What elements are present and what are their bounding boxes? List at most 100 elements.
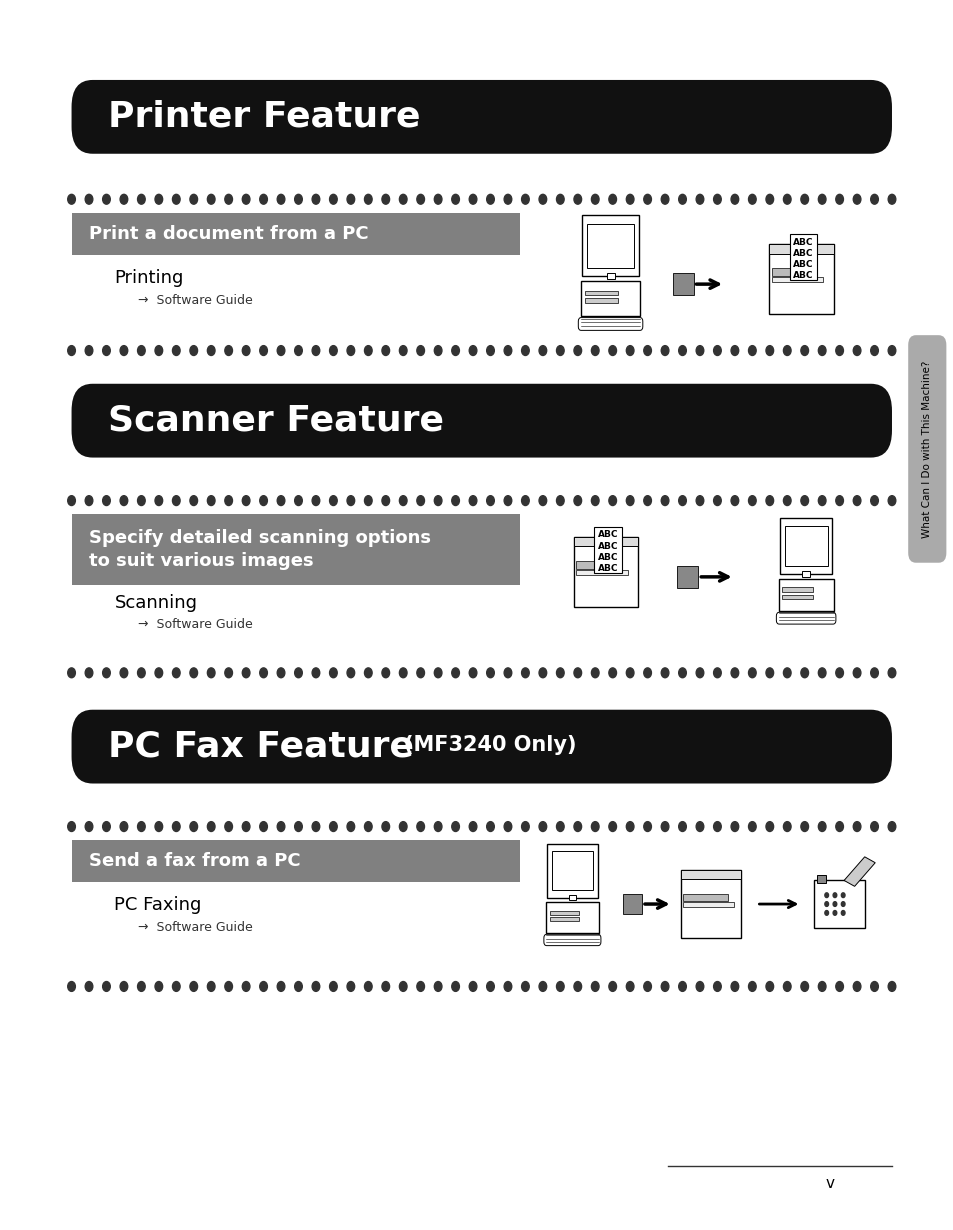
Circle shape [154, 194, 162, 204]
Circle shape [660, 668, 668, 678]
Circle shape [364, 668, 372, 678]
Circle shape [835, 194, 842, 204]
Circle shape [870, 982, 878, 991]
Circle shape [294, 982, 302, 991]
Circle shape [713, 668, 720, 678]
Circle shape [832, 893, 836, 898]
Circle shape [416, 496, 424, 506]
Circle shape [801, 194, 808, 204]
Circle shape [434, 496, 441, 506]
Circle shape [538, 982, 546, 991]
Bar [771, 277, 822, 283]
Circle shape [399, 496, 407, 506]
Circle shape [818, 194, 825, 204]
Circle shape [137, 982, 145, 991]
Circle shape [765, 982, 773, 991]
Circle shape [154, 668, 162, 678]
Circle shape [294, 496, 302, 506]
Bar [677, 566, 698, 588]
Circle shape [277, 496, 285, 506]
Circle shape [660, 822, 668, 831]
Circle shape [835, 822, 842, 831]
Circle shape [242, 982, 250, 991]
Circle shape [416, 822, 424, 831]
Circle shape [103, 346, 111, 355]
Text: Scanner Feature: Scanner Feature [108, 403, 443, 438]
Bar [584, 290, 617, 295]
Circle shape [294, 668, 302, 678]
Circle shape [85, 346, 92, 355]
Circle shape [259, 668, 267, 678]
Circle shape [696, 822, 703, 831]
Circle shape [608, 496, 616, 506]
Circle shape [452, 982, 459, 991]
Circle shape [696, 982, 703, 991]
Circle shape [259, 496, 267, 506]
Circle shape [399, 822, 407, 831]
Circle shape [713, 194, 720, 204]
Circle shape [68, 668, 75, 678]
Circle shape [730, 822, 738, 831]
Circle shape [381, 668, 389, 678]
Circle shape [608, 194, 616, 204]
Text: ABC: ABC [598, 530, 618, 539]
Circle shape [503, 822, 511, 831]
Bar [71, 213, 519, 255]
Text: PC Faxing: PC Faxing [114, 897, 202, 914]
FancyBboxPatch shape [543, 935, 600, 946]
Circle shape [841, 893, 844, 898]
Circle shape [660, 496, 668, 506]
Circle shape [469, 668, 476, 678]
Circle shape [190, 668, 197, 678]
Circle shape [521, 194, 529, 204]
Bar [779, 518, 832, 574]
Bar [781, 594, 812, 599]
Circle shape [120, 668, 128, 678]
Circle shape [225, 982, 233, 991]
Circle shape [801, 822, 808, 831]
Circle shape [364, 496, 372, 506]
Circle shape [312, 822, 319, 831]
Circle shape [765, 346, 773, 355]
Circle shape [242, 822, 250, 831]
Circle shape [696, 668, 703, 678]
Circle shape [329, 668, 336, 678]
Circle shape [643, 822, 651, 831]
Circle shape [824, 893, 827, 898]
Circle shape [399, 194, 407, 204]
Circle shape [154, 982, 162, 991]
Circle shape [434, 346, 441, 355]
Circle shape [870, 822, 878, 831]
Circle shape [818, 822, 825, 831]
Circle shape [852, 346, 860, 355]
Circle shape [259, 822, 267, 831]
Bar [781, 588, 812, 592]
Circle shape [347, 194, 355, 204]
Bar [551, 851, 593, 891]
Text: →  Software Guide: → Software Guide [138, 921, 253, 934]
Circle shape [347, 668, 355, 678]
Circle shape [312, 346, 319, 355]
Circle shape [225, 346, 233, 355]
Circle shape [678, 346, 685, 355]
Circle shape [608, 346, 616, 355]
Circle shape [259, 346, 267, 355]
Circle shape [452, 346, 459, 355]
Polygon shape [843, 857, 874, 887]
Circle shape [329, 982, 336, 991]
Circle shape [841, 910, 844, 915]
Circle shape [120, 822, 128, 831]
Circle shape [835, 982, 842, 991]
Circle shape [469, 496, 476, 506]
Circle shape [172, 194, 180, 204]
Circle shape [643, 668, 651, 678]
Circle shape [660, 346, 668, 355]
Circle shape [312, 982, 319, 991]
Circle shape [103, 822, 111, 831]
Circle shape [852, 194, 860, 204]
Circle shape [225, 668, 233, 678]
Circle shape [259, 194, 267, 204]
Circle shape [242, 194, 250, 204]
Bar [814, 881, 863, 927]
Circle shape [154, 496, 162, 506]
